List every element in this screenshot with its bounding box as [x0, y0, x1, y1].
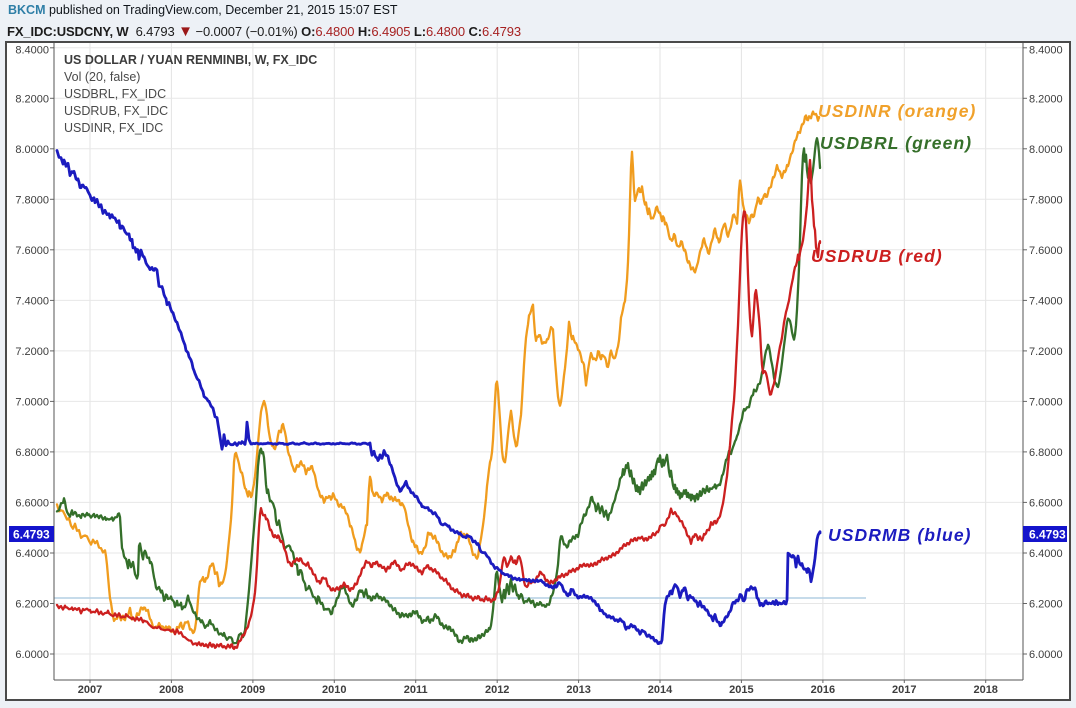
svg-text:6.6000: 6.6000 [15, 497, 49, 509]
svg-text:2011: 2011 [404, 684, 428, 696]
svg-text:2014: 2014 [648, 684, 673, 696]
svg-text:6.2000: 6.2000 [1029, 599, 1063, 611]
svg-text:6.4000: 6.4000 [15, 548, 49, 560]
svg-text:USDRMB (blue): USDRMB (blue) [828, 525, 972, 545]
svg-text:7.4000: 7.4000 [1029, 295, 1063, 307]
svg-text:8.4000: 8.4000 [1029, 44, 1063, 56]
svg-text:7.0000: 7.0000 [1029, 396, 1063, 408]
svg-text:2017: 2017 [892, 684, 916, 696]
svg-text:6.2000: 6.2000 [15, 599, 49, 611]
svg-text:6.0000: 6.0000 [15, 649, 49, 661]
svg-text:2016: 2016 [811, 684, 835, 696]
svg-text:8.0000: 8.0000 [15, 144, 49, 156]
svg-text:7.4000: 7.4000 [15, 295, 49, 307]
svg-text:USDRUB, FX_IDC: USDRUB, FX_IDC [64, 104, 168, 118]
svg-text:6.4793: 6.4793 [1029, 528, 1066, 542]
svg-text:2010: 2010 [322, 684, 346, 696]
svg-text:6.8000: 6.8000 [1029, 447, 1063, 459]
svg-text:6.0000: 6.0000 [1029, 649, 1063, 661]
svg-text:2009: 2009 [241, 684, 265, 696]
svg-text:8.2000: 8.2000 [1029, 93, 1063, 105]
svg-text:Vol (20, false): Vol (20, false) [64, 70, 140, 84]
svg-text:7.8000: 7.8000 [1029, 194, 1063, 206]
svg-text:7.6000: 7.6000 [15, 245, 49, 257]
svg-text:8.2000: 8.2000 [15, 93, 49, 105]
svg-text:USDINR, FX_IDC: USDINR, FX_IDC [64, 121, 163, 135]
svg-text:7.0000: 7.0000 [15, 396, 49, 408]
svg-text:USDRUB (red): USDRUB (red) [811, 246, 943, 266]
svg-text:8.0000: 8.0000 [1029, 144, 1063, 156]
svg-text:2015: 2015 [729, 684, 753, 696]
svg-text:7.8000: 7.8000 [15, 194, 49, 206]
svg-text:USDBRL (green): USDBRL (green) [820, 133, 972, 153]
svg-text:2012: 2012 [485, 684, 509, 696]
svg-text:USDINR (orange): USDINR (orange) [818, 101, 976, 121]
svg-text:2008: 2008 [159, 684, 183, 696]
svg-text:7.2000: 7.2000 [1029, 346, 1063, 358]
svg-text:7.6000: 7.6000 [1029, 245, 1063, 257]
svg-text:USDBRL, FX_IDC: USDBRL, FX_IDC [64, 87, 166, 101]
svg-text:6.6000: 6.6000 [1029, 497, 1063, 509]
svg-text:US DOLLAR / YUAN RENMINBI, W,: US DOLLAR / YUAN RENMINBI, W, FX_IDC [64, 53, 317, 67]
svg-text:6.4793: 6.4793 [13, 528, 50, 542]
svg-text:7.2000: 7.2000 [15, 346, 49, 358]
svg-text:8.4000: 8.4000 [15, 44, 49, 56]
svg-text:6.4000: 6.4000 [1029, 548, 1063, 560]
svg-text:2018: 2018 [973, 684, 997, 696]
svg-text:2013: 2013 [566, 684, 590, 696]
svg-text:6.8000: 6.8000 [15, 447, 49, 459]
svg-text:2007: 2007 [78, 684, 102, 696]
